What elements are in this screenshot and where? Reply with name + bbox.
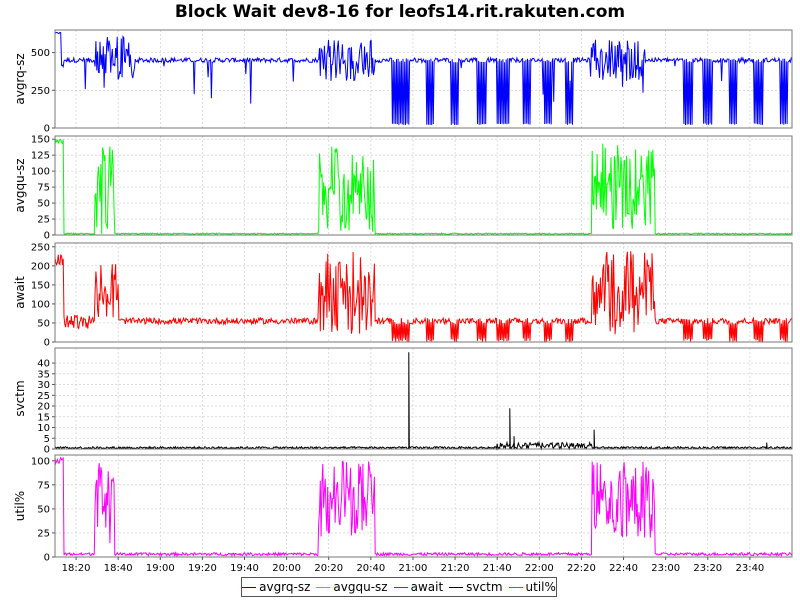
y-tick-label: 50 [37, 318, 50, 329]
x-tick-label: 20:00 [272, 563, 301, 574]
y-tick-label: 5 [44, 434, 50, 445]
y-tick-label: 200 [31, 261, 50, 272]
y-tick-label: 25 [37, 528, 50, 539]
y-tick-label: 125 [31, 151, 50, 162]
y-tick-label: 0 [44, 338, 50, 349]
y-tick-label: 250 [31, 86, 50, 97]
y-tick-label: 50 [37, 504, 50, 515]
y-tick-label: 150 [31, 280, 50, 291]
x-tick-label: 21:40 [483, 563, 512, 574]
series-line-avgqu-sz [54, 138, 793, 236]
y-axis-label: avgrq-sz [13, 53, 27, 104]
panel-frame [54, 29, 793, 129]
legend-swatch [242, 586, 257, 588]
x-tick-label: 21:20 [441, 563, 470, 574]
legend-item: svctm [449, 580, 503, 594]
x-tick-label: 19:00 [146, 563, 175, 574]
y-tick-label: 100 [31, 299, 50, 310]
x-tick-label: 20:20 [314, 563, 343, 574]
x-tick-label: 23:20 [693, 563, 722, 574]
series-line-svctm [54, 352, 793, 451]
panel-4: 0 25 50 75 100 util% [13, 454, 793, 564]
y-tick-label: 35 [37, 369, 50, 380]
y-tick-label: 20 [37, 402, 50, 413]
y-tick-label: 0 [44, 231, 50, 242]
series-line-avgrq-sz [54, 31, 793, 126]
panel-background [55, 136, 792, 235]
x-tick-label: 20:40 [356, 563, 385, 574]
x-tick-label: 21:00 [399, 563, 428, 574]
legend-label: avgqu-sz [333, 580, 388, 594]
y-tick-label: 25 [37, 391, 50, 402]
y-tick-label: 15 [37, 412, 50, 423]
y-tick-label: 30 [37, 380, 50, 391]
legend-swatch [449, 586, 464, 588]
y-tick-label: 75 [37, 183, 50, 194]
legend-swatch [393, 586, 408, 588]
panel-frame [54, 242, 793, 343]
y-tick-label: 250 [31, 242, 50, 253]
legend-swatch [316, 586, 331, 588]
x-tick-label: 18:40 [104, 563, 133, 574]
panel-frame [54, 454, 793, 558]
x-tick-label: 22:40 [609, 563, 638, 574]
y-axis-label: svctm [13, 380, 27, 416]
y-tick-label: 40 [37, 359, 50, 370]
y-tick-label: 100 [31, 167, 50, 178]
y-tick-label: 75 [37, 480, 50, 491]
legend-item: await [393, 580, 444, 594]
x-tick-label: 23:40 [735, 563, 764, 574]
y-tick-label: 0 [44, 553, 50, 564]
legend-label: util% [525, 580, 556, 594]
x-tick-label: 22:00 [525, 563, 554, 574]
y-tick-label: 0 [44, 124, 50, 135]
y-tick-label: 0 [44, 445, 50, 456]
y-tick-label: 500 [31, 48, 50, 59]
panel-2: 0 50 100 150 200 250 await [13, 242, 793, 349]
panel-background [55, 30, 792, 128]
y-axis-label: util% [13, 491, 27, 521]
x-tick-label: 23:00 [651, 563, 680, 574]
panel-frame [54, 135, 793, 236]
x-tick-label: 19:40 [230, 563, 259, 574]
x-tick-label: 19:20 [188, 563, 217, 574]
y-tick-label: 50 [37, 199, 50, 210]
series-line-util% [54, 456, 793, 558]
legend-item: avgrq-sz [242, 580, 310, 594]
panel-0: 0 250 500 avgrq-sz [13, 29, 793, 135]
x-tick-label: 22:20 [567, 563, 596, 574]
y-tick-label: 150 [31, 135, 50, 146]
panel-background [55, 243, 792, 342]
panel-background [55, 348, 792, 449]
y-axis-label: avgqu-sz [13, 158, 27, 212]
panel-1: 0 25 50 75 100 125 150 avgqu-sz [13, 135, 793, 242]
panel-frame [54, 347, 793, 450]
legend-label: svctm [466, 580, 503, 594]
chart-title: Block Wait dev8-16 for leofs14.rit.rakut… [174, 2, 626, 22]
x-tick-label: 18:20 [62, 563, 91, 574]
y-axis-label: await [13, 276, 27, 309]
y-tick-label: 100 [31, 456, 50, 467]
chart-legend: avgrq-sz avgqu-sz await svctm util% [241, 577, 557, 597]
legend-swatch [508, 586, 523, 588]
panel-background [55, 455, 792, 557]
y-tick-label: 25 [37, 215, 50, 226]
legend-item: avgqu-sz [316, 580, 388, 594]
legend-item: util% [508, 580, 556, 594]
legend-label: await [410, 580, 444, 594]
legend-label: avgrq-sz [259, 580, 311, 594]
y-tick-label: 10 [37, 423, 50, 434]
series-line-await [54, 251, 793, 343]
